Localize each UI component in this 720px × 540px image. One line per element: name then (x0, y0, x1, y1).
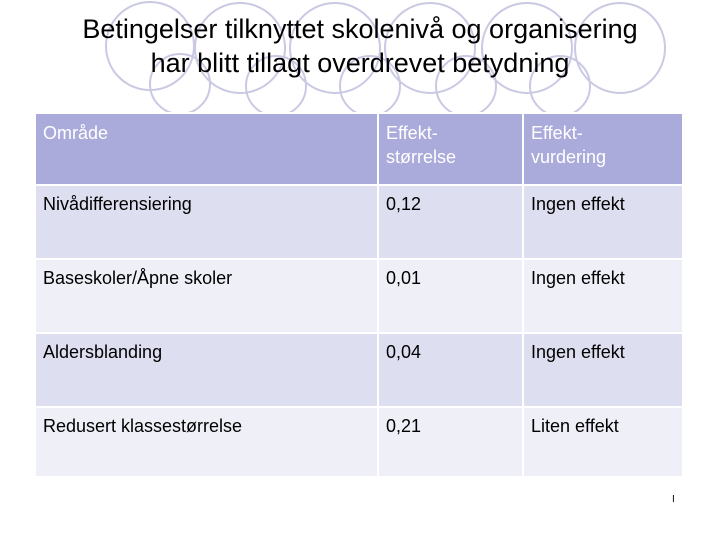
table-header-row: Område Effekt- størrelse Effekt- vurderi… (34, 112, 684, 186)
table-cell-effect-rating: Ingen effekt (522, 332, 684, 408)
table-cell-area: Aldersblanding (34, 332, 379, 408)
header-cell-area: Område (34, 112, 379, 186)
table-cell-effect-rating: Ingen effekt (522, 184, 684, 260)
table-cell-effect-size: 0,21 (377, 406, 524, 478)
header-label: Område (43, 123, 109, 143)
header-label: Effekt- vurdering (531, 123, 607, 167)
table-row: Nivådifferensiering 0,12 Ingen effekt (34, 184, 684, 260)
slide-title: Betingelser tilknyttet skolenivå og orga… (20, 12, 700, 80)
effect-size-table: Område Effekt- størrelse Effekt- vurderi… (34, 112, 684, 478)
slide-number: I (672, 494, 675, 505)
header-cell-effect-rating: Effekt- vurdering (522, 112, 684, 186)
table-cell-area: Redusert klassestørrelse (34, 406, 379, 478)
table-cell-effect-rating: Ingen effekt (522, 258, 684, 334)
table-row: Redusert klassestørrelse 0,21 Liten effe… (34, 406, 684, 478)
table-cell-effect-size: 0,01 (377, 258, 524, 334)
table-cell-effect-size: 0,04 (377, 332, 524, 408)
slide-title-line-2: har blitt tillagt overdrevet betydning (150, 48, 570, 78)
table-row: Aldersblanding 0,04 Ingen effekt (34, 332, 684, 408)
table-row: Baseskoler/Åpne skoler 0,01 Ingen effekt (34, 258, 684, 334)
slide-title-line-1: Betingelser tilknyttet skolenivå og orga… (82, 14, 638, 44)
table-cell-effect-rating: Liten effekt (522, 406, 684, 478)
header-label: Effekt- størrelse (386, 123, 457, 167)
table-cell-effect-size: 0,12 (377, 184, 524, 260)
header-cell-effect-size: Effekt- størrelse (377, 112, 524, 186)
table-cell-area: Nivådifferensiering (34, 184, 379, 260)
table-cell-area: Baseskoler/Åpne skoler (34, 258, 379, 334)
